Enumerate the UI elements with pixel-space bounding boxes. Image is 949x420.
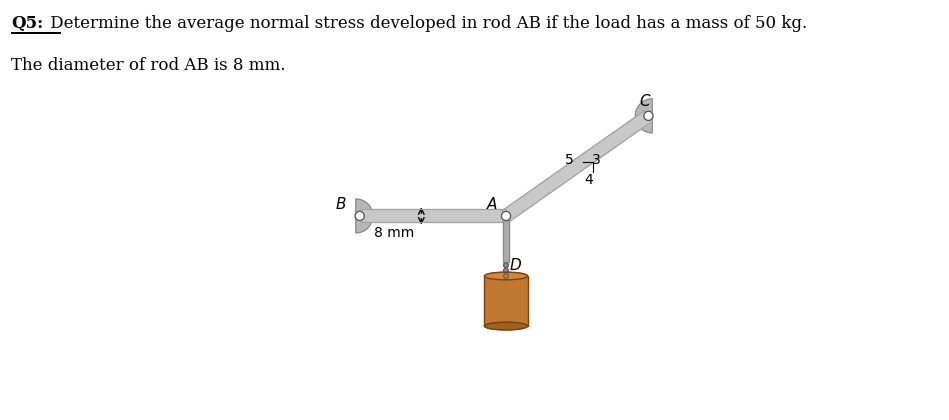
Text: Determine the average normal stress developed in rod AB if the load has a mass o: Determine the average normal stress deve… xyxy=(45,15,807,32)
Text: The diameter of rod AB is 8 mm.: The diameter of rod AB is 8 mm. xyxy=(11,57,286,74)
Text: 3: 3 xyxy=(592,153,601,167)
Text: 5: 5 xyxy=(566,153,574,167)
Text: D: D xyxy=(510,258,521,273)
Ellipse shape xyxy=(504,274,509,278)
Text: B: B xyxy=(335,197,345,212)
Polygon shape xyxy=(360,210,506,223)
Polygon shape xyxy=(502,110,652,221)
Text: 4: 4 xyxy=(585,173,593,187)
Circle shape xyxy=(643,111,653,121)
Circle shape xyxy=(355,211,364,220)
Ellipse shape xyxy=(504,268,509,273)
Polygon shape xyxy=(503,216,509,262)
Polygon shape xyxy=(356,199,373,233)
Ellipse shape xyxy=(484,322,528,330)
Circle shape xyxy=(501,211,511,220)
Text: A: A xyxy=(487,197,497,212)
Polygon shape xyxy=(636,99,652,133)
Text: 8 mm: 8 mm xyxy=(374,226,415,240)
Text: Q5:: Q5: xyxy=(11,15,44,32)
Ellipse shape xyxy=(504,263,509,268)
Polygon shape xyxy=(484,276,528,326)
Ellipse shape xyxy=(484,272,528,280)
Text: C: C xyxy=(640,94,650,110)
